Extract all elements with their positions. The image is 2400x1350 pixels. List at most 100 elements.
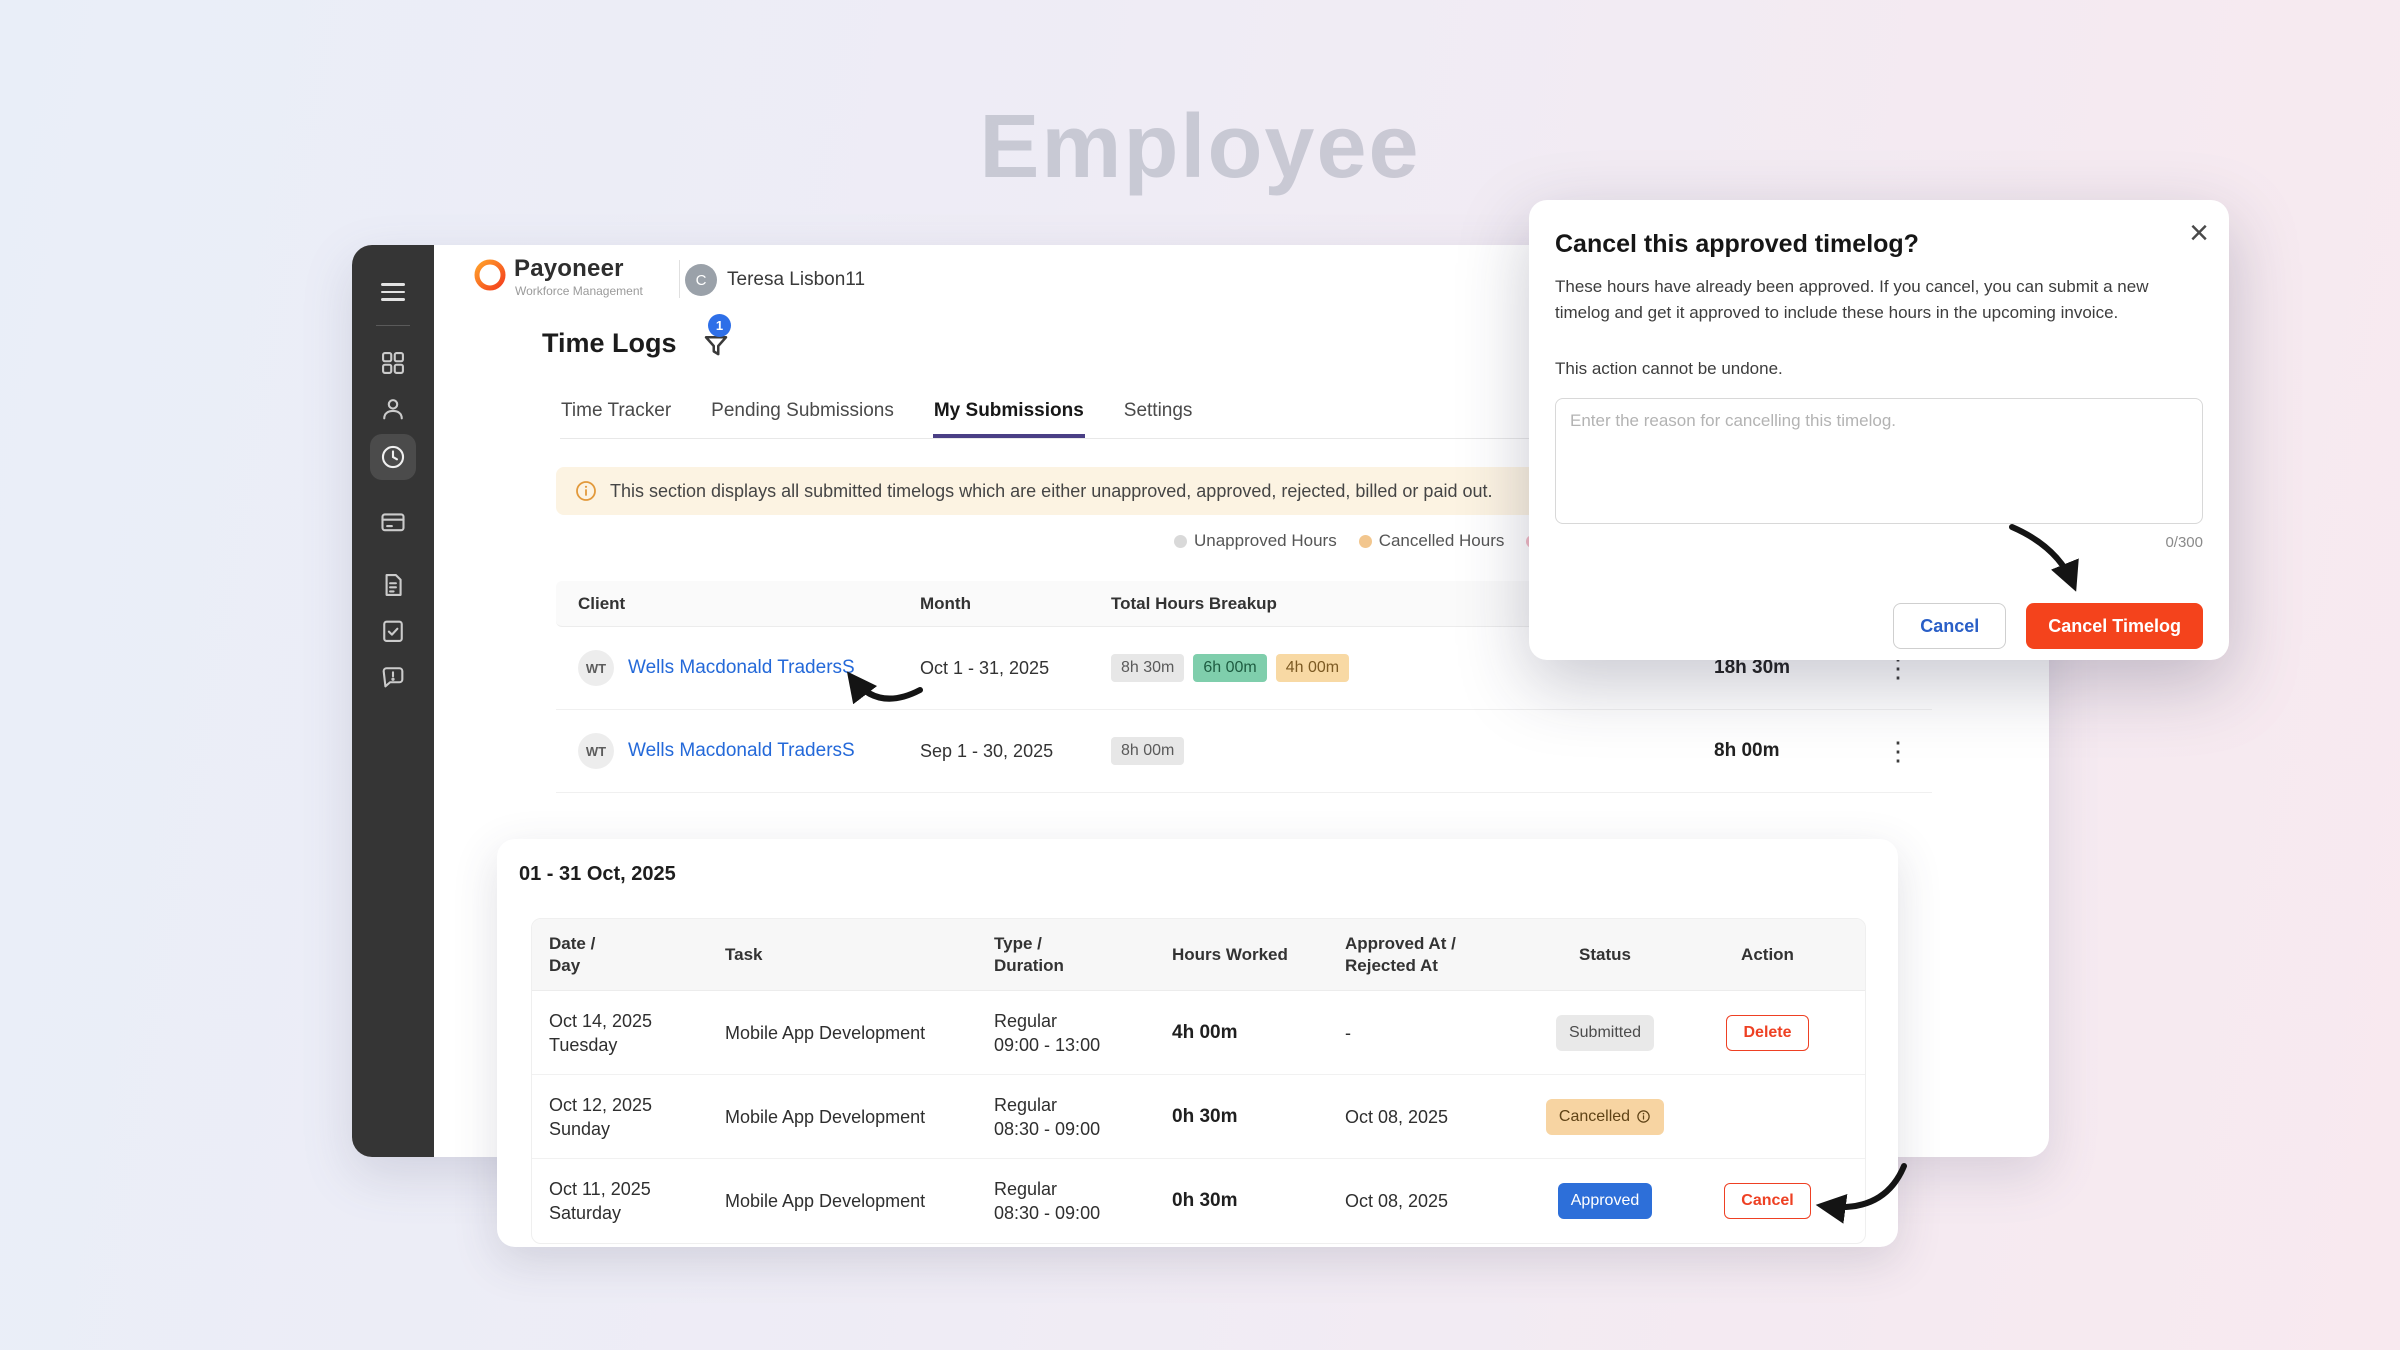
- timelog-row-oct11: Oct 11, 2025 Saturday Mobile App Developm…: [532, 1159, 1865, 1243]
- header-divider: [679, 260, 680, 298]
- filter-button[interactable]: [698, 329, 734, 365]
- col-type-duration: Type / Duration: [994, 933, 1064, 975]
- chip-unapproved-hours: 8h 30m: [1111, 654, 1185, 682]
- legend-unapproved: Unapproved Hours: [1174, 531, 1337, 551]
- dashboard-grid-icon: [382, 352, 404, 374]
- info-banner-text: This section displays all submitted time…: [610, 480, 1493, 501]
- task-cell: Mobile App Development: [725, 1106, 926, 1127]
- user-avatar: C: [685, 264, 717, 296]
- tab-bar: Time Tracker Pending Submissions My Subm…: [560, 400, 1997, 439]
- sidebar-divider: [376, 325, 410, 326]
- col-hours-worked: Hours Worked: [1172, 944, 1288, 964]
- user-chip[interactable]: C Teresa Lisbon11: [685, 264, 865, 296]
- client-avatar: WT: [578, 650, 614, 686]
- tasks-check-icon: [383, 620, 403, 642]
- brand-name: Payoneer: [514, 255, 624, 282]
- date-day-cell: Oct 11, 2025 Saturday: [549, 1179, 651, 1223]
- legend-cancelled: Cancelled Hours: [1358, 531, 1504, 551]
- menu-toggle-button[interactable]: [370, 271, 416, 313]
- filter-funnel-icon: [704, 335, 728, 355]
- document-icon: [385, 574, 402, 596]
- col-status: Status: [1579, 944, 1631, 964]
- cancel-timelog-row-button[interactable]: Cancel: [1724, 1183, 1811, 1219]
- legend-dot-cancelled: [1358, 534, 1372, 548]
- hours-worked-cell: 0h 30m: [1172, 1105, 1238, 1127]
- month-cell: Oct 1 - 31, 2025: [920, 657, 1050, 678]
- payments-card-icon: [381, 513, 405, 532]
- approved-at-cell: Oct 08, 2025: [1345, 1191, 1449, 1211]
- status-badge-approved: Approved: [1557, 1183, 1653, 1219]
- modal-cancel-button[interactable]: Cancel: [1893, 603, 2007, 649]
- cancel-timelog-modal: × Cancel this approved timelog? These ho…: [1529, 200, 2229, 660]
- sidebar: [352, 245, 434, 1157]
- tab-time-tracker[interactable]: Time Tracker: [561, 400, 672, 421]
- modal-warning: This action cannot be undone.: [1555, 359, 1783, 378]
- sidebar-item-feedback[interactable]: [370, 656, 416, 698]
- client-link[interactable]: Wells Macdonald TradersS: [628, 740, 855, 761]
- task-cell: Mobile App Development: [725, 1191, 926, 1211]
- sidebar-item-reports[interactable]: [370, 610, 416, 652]
- client-avatar: WT: [578, 733, 614, 769]
- delete-timelog-button[interactable]: Delete: [1726, 1014, 1809, 1051]
- hours-worked-cell: 4h 00m: [1172, 1021, 1238, 1043]
- timelog-row-oct12: Oct 12, 2025 Sunday Mobile App Developmen…: [532, 1075, 1865, 1159]
- person-icon: [383, 399, 403, 420]
- payoneer-logo-icon: [472, 257, 508, 298]
- col-action: Action: [1741, 944, 1794, 964]
- chat-bubble-icon: [382, 667, 404, 688]
- sidebar-item-dashboard[interactable]: [370, 342, 416, 384]
- approved-at-cell: Oct 08, 2025: [1345, 1106, 1449, 1127]
- col-client: Client: [578, 593, 626, 613]
- timelog-row-oct14: Oct 14, 2025 Tuesday Mobile App Developme…: [532, 991, 1865, 1075]
- cancel-reason-textarea[interactable]: [1555, 398, 2203, 524]
- total-hours: 18h 30m: [1714, 657, 1791, 678]
- submission-row-oct: WT Wells Macdonald TradersS Oct 1 - 31, …: [556, 627, 1932, 710]
- sidebar-item-documents[interactable]: [370, 564, 416, 606]
- col-approved-rejected: Approved At / Rejected At: [1345, 933, 1456, 975]
- type-duration-cell: Regular 09:00 - 13:00: [994, 1010, 1101, 1055]
- page-title: Time Logs: [542, 328, 677, 358]
- status-badge-cancelled: Cancelled: [1545, 1098, 1665, 1135]
- date-day-cell: Oct 12, 2025 Sunday: [549, 1094, 653, 1139]
- task-cell: Mobile App Development: [725, 1022, 926, 1043]
- col-month: Month: [920, 593, 971, 613]
- approved-at-cell: -: [1345, 1022, 1351, 1043]
- chip-cancelled-hours: 4h 00m: [1275, 654, 1350, 682]
- chip-unapproved-hours: 8h 00m: [1111, 737, 1185, 765]
- status-badge-submitted: Submitted: [1555, 1014, 1655, 1051]
- detail-period-title: 01 - 31 Oct, 2025: [519, 863, 676, 885]
- char-counter: 0/300: [2165, 534, 2203, 551]
- month-cell: Sep 1 - 30, 2025: [920, 740, 1054, 761]
- timelog-detail-panel: 01 - 31 Oct, 2025 Date / Day Task Type / D…: [497, 839, 1898, 1247]
- tab-pending-submissions[interactable]: Pending Submissions: [711, 400, 894, 421]
- modal-title: Cancel this approved timelog?: [1555, 230, 1919, 258]
- col-date-day: Date / Day: [549, 933, 596, 975]
- cancelled-info-icon[interactable]: [1636, 1109, 1651, 1124]
- hours-breakup: 8h 00m: [1111, 737, 1714, 765]
- client-link[interactable]: Wells Macdonald TradersS: [628, 657, 855, 678]
- chip-approved-hours: 6h 00m: [1193, 654, 1267, 682]
- sidebar-item-payments[interactable]: [370, 501, 416, 543]
- info-icon: [576, 481, 596, 501]
- brand-subtitle: Workforce Management: [515, 284, 643, 298]
- total-hours: 8h 00m: [1714, 740, 1780, 761]
- type-duration-cell: Regular 08:30 - 09:00: [994, 1179, 1101, 1223]
- tab-settings[interactable]: Settings: [1123, 400, 1193, 421]
- date-day-cell: Oct 14, 2025 Tuesday: [549, 1010, 653, 1055]
- user-name: Teresa Lisbon11: [727, 269, 866, 290]
- legend-dot-unapproved: [1174, 534, 1187, 548]
- tab-my-submissions[interactable]: My Submissions: [932, 400, 1085, 438]
- hours-worked-cell: 0h 30m: [1172, 1190, 1238, 1211]
- sidebar-item-people[interactable]: [370, 388, 416, 430]
- close-icon[interactable]: ×: [2189, 214, 2209, 252]
- confirm-cancel-timelog-button[interactable]: Cancel Timelog: [2026, 603, 2203, 649]
- hours-breakup: 8h 30m 6h 00m 4h 00m: [1111, 654, 1714, 682]
- col-breakup: Total Hours Breakup: [1111, 593, 1277, 613]
- timelog-table-header: Date / Day Task Type / Duration Hours Work…: [532, 919, 1865, 991]
- submission-row-sep: WT Wells Macdonald TradersS Sep 1 - 30, …: [556, 710, 1932, 793]
- sidebar-item-timelogs[interactable]: [370, 434, 416, 480]
- row-menu-button[interactable]: ⋮: [1885, 735, 1911, 766]
- clock-icon: [381, 445, 405, 469]
- col-task: Task: [725, 944, 763, 964]
